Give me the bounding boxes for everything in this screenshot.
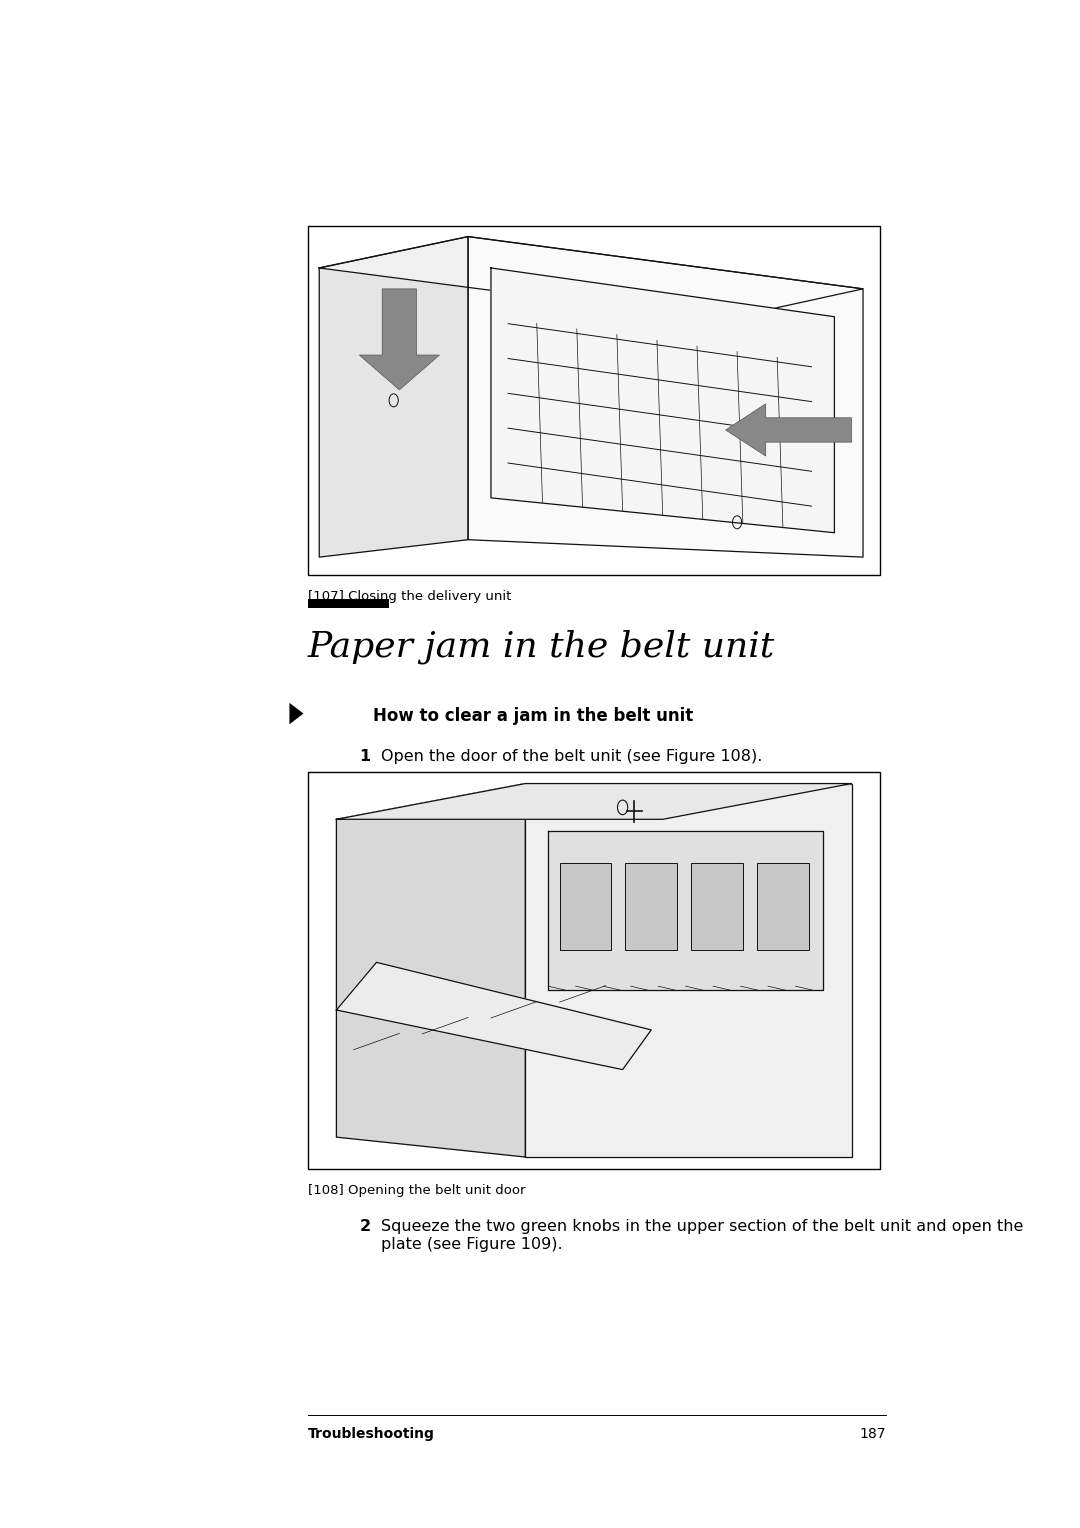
Text: Troubleshooting: Troubleshooting — [308, 1427, 434, 1441]
Polygon shape — [337, 963, 651, 1070]
Polygon shape — [549, 831, 823, 990]
Polygon shape — [468, 237, 863, 558]
Polygon shape — [360, 289, 440, 390]
Text: How to clear a jam in the belt unit: How to clear a jam in the belt unit — [373, 707, 693, 726]
Polygon shape — [320, 237, 468, 558]
Text: [107] Closing the delivery unit: [107] Closing the delivery unit — [308, 590, 511, 604]
Text: 2: 2 — [360, 1219, 370, 1235]
Polygon shape — [337, 784, 851, 819]
Text: [108] Opening the belt unit door: [108] Opening the belt unit door — [308, 1184, 525, 1198]
Polygon shape — [320, 237, 863, 321]
Bar — [308, 226, 880, 575]
Text: 187: 187 — [859, 1427, 886, 1441]
Bar — [625, 863, 677, 950]
Bar — [308, 772, 880, 1169]
Bar — [691, 863, 743, 950]
Bar — [308, 599, 389, 608]
Text: Open the door of the belt unit (see Figure 108).: Open the door of the belt unit (see Figu… — [381, 749, 762, 764]
Polygon shape — [337, 784, 525, 1157]
Text: Squeeze the two green knobs in the upper section of the belt unit and open the
p: Squeeze the two green knobs in the upper… — [381, 1219, 1024, 1251]
Bar — [559, 863, 611, 950]
Polygon shape — [726, 403, 851, 455]
Text: 1: 1 — [360, 749, 370, 764]
Polygon shape — [289, 703, 303, 724]
Polygon shape — [491, 267, 835, 533]
Bar — [757, 863, 809, 950]
Polygon shape — [525, 784, 851, 1157]
Text: Paper jam in the belt unit: Paper jam in the belt unit — [308, 630, 775, 665]
